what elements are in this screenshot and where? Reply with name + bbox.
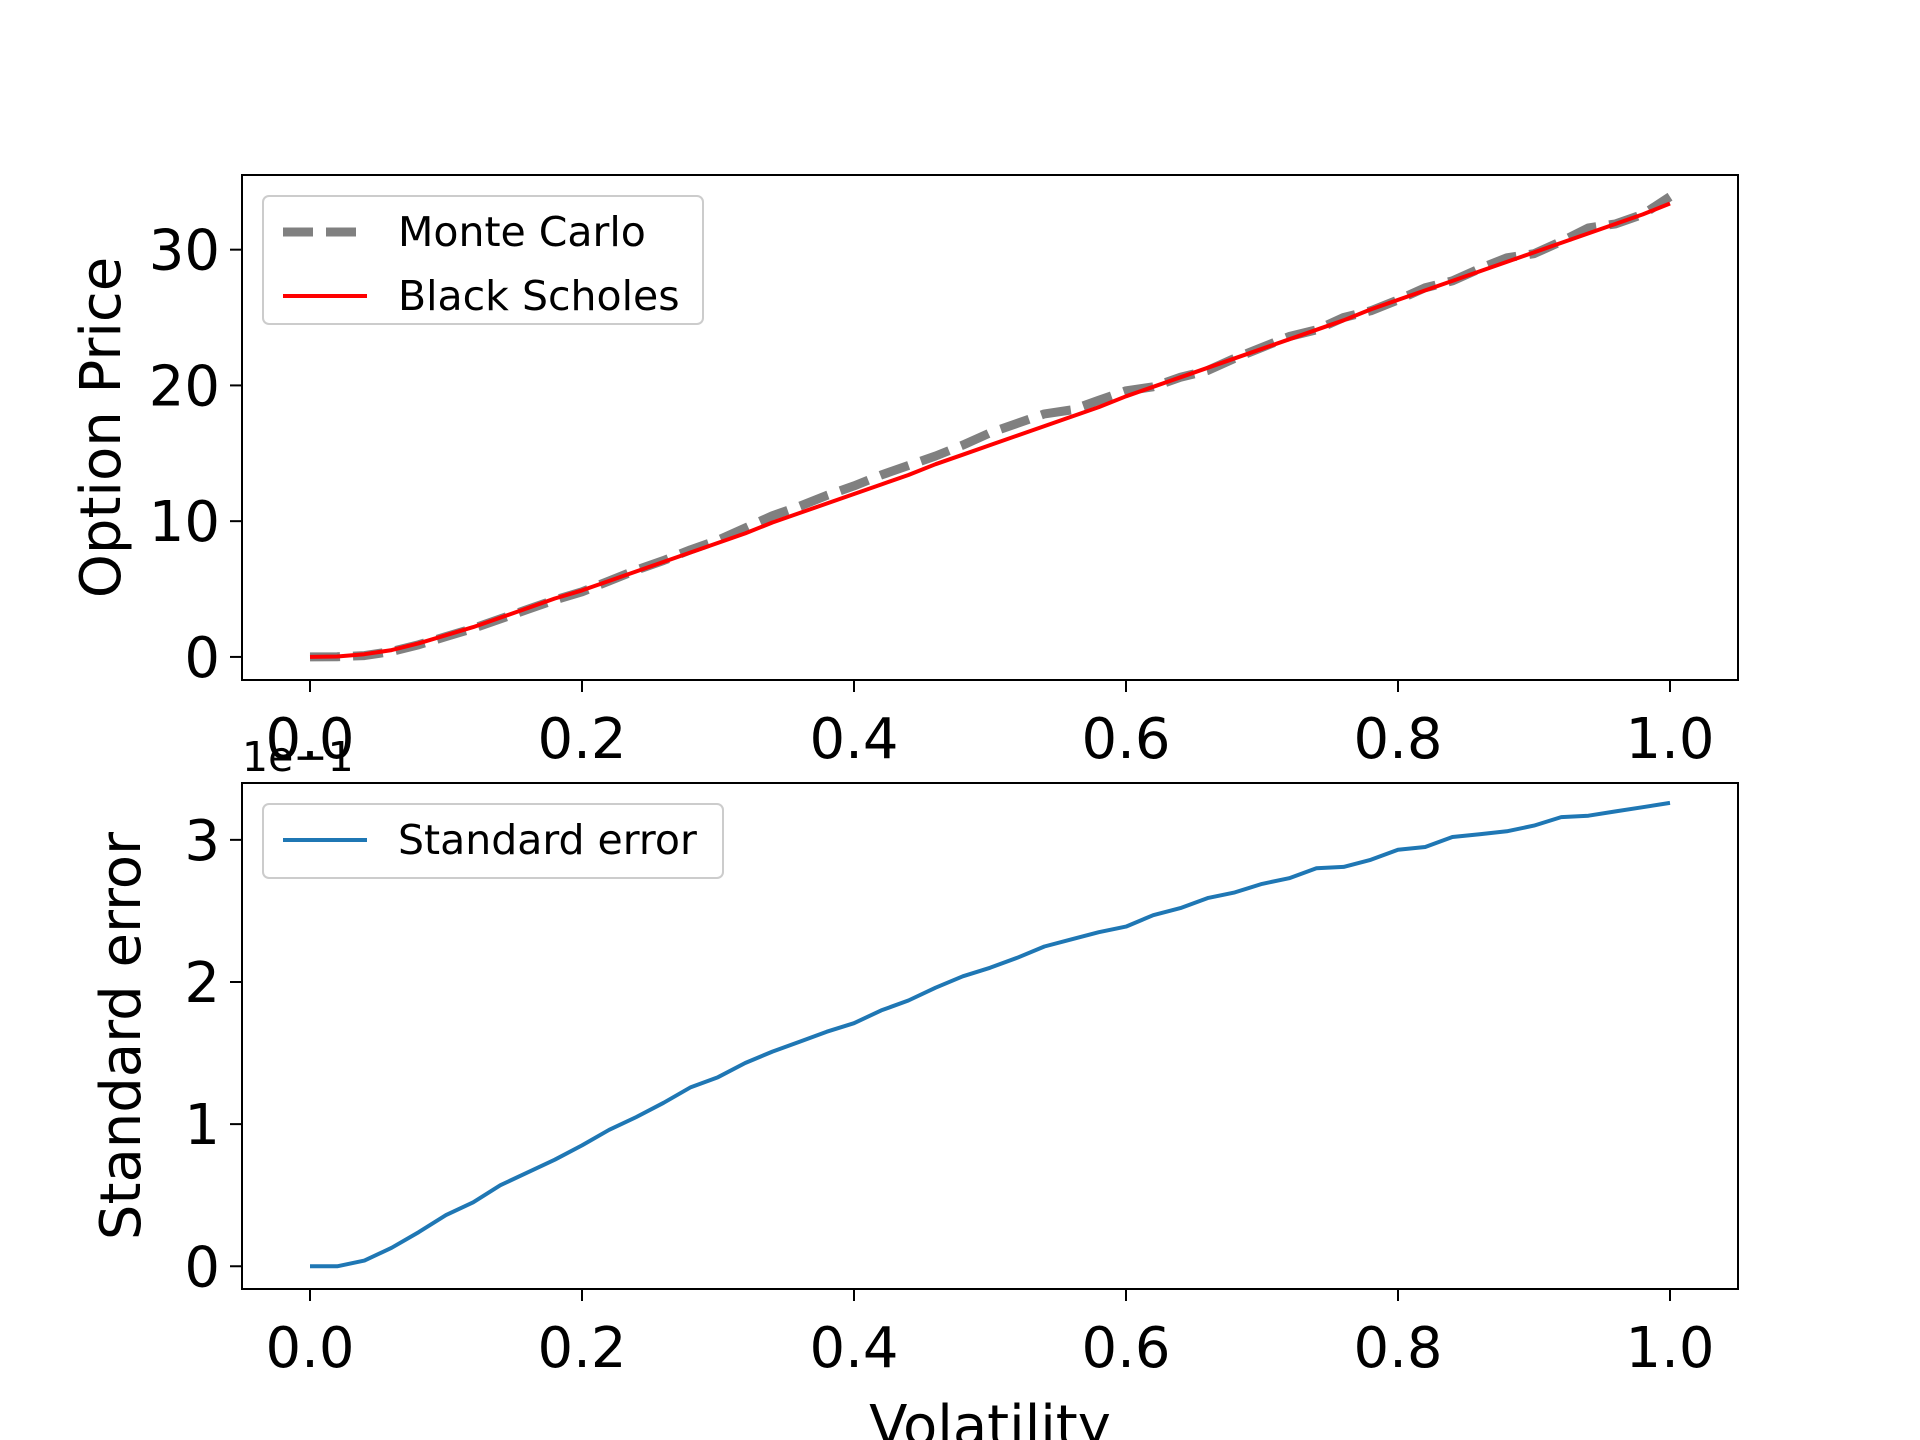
x-tick-label: 1.0	[1625, 1316, 1714, 1381]
y-tick-label: 3	[184, 809, 220, 874]
x-tick-label: 0.6	[1081, 707, 1170, 772]
x-tick-label: 0.4	[809, 707, 898, 772]
y-tick-label: 10	[149, 490, 220, 555]
axes-frame	[241, 174, 1739, 681]
x-tick-label: 0.2	[537, 707, 626, 772]
y-axis-label: Option Price	[69, 257, 134, 598]
x-tick-label: 0.0	[265, 707, 354, 772]
x-tick-label: 0.4	[809, 1316, 898, 1381]
legend-label: Monte Carlo	[398, 208, 646, 256]
y-tick-label: 2	[184, 951, 220, 1016]
series-line-black-scholes	[309, 201, 1671, 659]
x-axis-label: Volatility	[869, 1394, 1111, 1440]
x-tick-label: 0.8	[1353, 1316, 1442, 1381]
series-line-standard-error	[310, 800, 1671, 1269]
y-tick-label: 1	[184, 1093, 220, 1158]
x-tick-label: 1.0	[1625, 707, 1714, 772]
axes-frame	[241, 782, 1739, 1290]
y-axis-offset-text: 1e−1	[242, 733, 354, 781]
x-tick-label: 0.0	[265, 1316, 354, 1381]
legend-label: Standard error	[398, 816, 697, 864]
x-tick-label: 0.8	[1353, 707, 1442, 772]
x-tick-label: 0.6	[1081, 1316, 1170, 1381]
y-tick-label: 20	[149, 354, 220, 419]
y-axis-label: Standard error	[89, 831, 154, 1240]
standard-error-panel: 0.0 0.2 0.4 0.6 0.8 1.0 0 1 2 3 Standard error Vola…	[89, 733, 1739, 1440]
legend-box	[262, 803, 724, 879]
legend-label: Black Scholes	[398, 272, 680, 320]
y-tick-label: 0	[184, 626, 220, 691]
y-tick-label: 0	[184, 1235, 220, 1300]
legend-box	[262, 195, 704, 325]
x-tick-label: 0.2	[537, 1316, 626, 1381]
y-tick-label: 30	[149, 219, 220, 284]
